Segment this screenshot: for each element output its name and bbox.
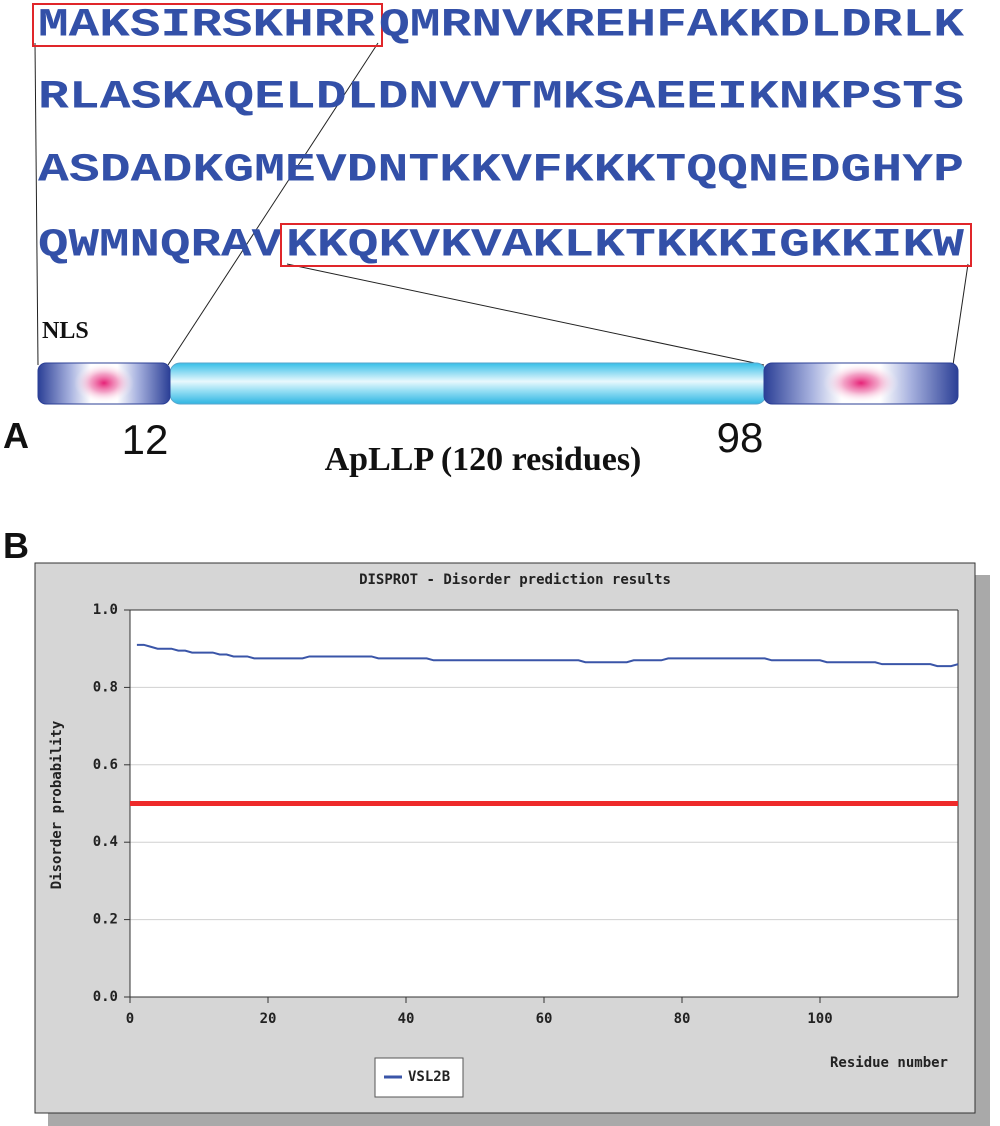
highlight-box — [32, 3, 383, 47]
sequence-segment: ASDADKGMEVDNTKKVFKKKTQQNEDGHYP — [38, 149, 964, 194]
panel-label: B — [3, 525, 29, 566]
sequence-segment: QWMNQRAV — [38, 224, 282, 269]
domain-bar — [169, 362, 767, 405]
sequence-segment: RLASKAQELDLDNVVTMKSAEEIKNKPSTS — [38, 76, 964, 121]
legend-label: VSL2B — [408, 1069, 450, 1085]
x-tick-label: 0 — [126, 1011, 134, 1027]
x-tick-label: 100 — [807, 1011, 832, 1027]
marker-label: 12 — [122, 416, 169, 463]
y-tick-label: 1.0 — [93, 602, 118, 618]
sequence-segment: QMRNVKREHFAKKDLDRLK — [379, 4, 964, 49]
c-core — [823, 363, 899, 403]
panel-label: A — [3, 415, 29, 456]
domain-label: NLS — [42, 318, 89, 344]
y-tick-label: 0.0 — [93, 989, 118, 1005]
y-axis-label: Disorder probability — [49, 720, 65, 889]
x-axis-label: Residue number — [830, 1055, 948, 1071]
x-tick-label: 40 — [398, 1011, 415, 1027]
sequence-segment: MAKSIRSKHRR — [38, 4, 375, 49]
panel-a: NLS A 12 98 ApLLP (120 residues) MAKSIRS… — [3, 3, 972, 478]
x-tick-label: 60 — [536, 1011, 553, 1027]
x-tick-label: 20 — [260, 1011, 277, 1027]
y-tick-label: 0.2 — [93, 912, 118, 928]
connector — [167, 42, 379, 366]
connector — [34, 42, 39, 366]
data-line — [136, 643, 959, 668]
protein-label: ApLLP (120 residues) — [325, 441, 642, 478]
x-tick-label: 80 — [674, 1011, 691, 1027]
y-tick-label: 0.6 — [93, 757, 118, 773]
highlight-box — [280, 223, 972, 267]
connector — [286, 263, 765, 366]
y-tick-label: 0.4 — [93, 834, 118, 850]
connector — [952, 263, 969, 366]
panel-b: DISPROT - Disorder prediction results Re… — [34, 562, 990, 1126]
chart-title: DISPROT - Disorder prediction results — [359, 572, 671, 588]
nls-core — [74, 363, 134, 403]
y-tick-label: 0.8 — [93, 679, 118, 695]
sequence-segment: KKQKVKVAKLKTKKKIGKKIKW — [286, 224, 964, 269]
marker-label: 98 — [717, 414, 764, 461]
